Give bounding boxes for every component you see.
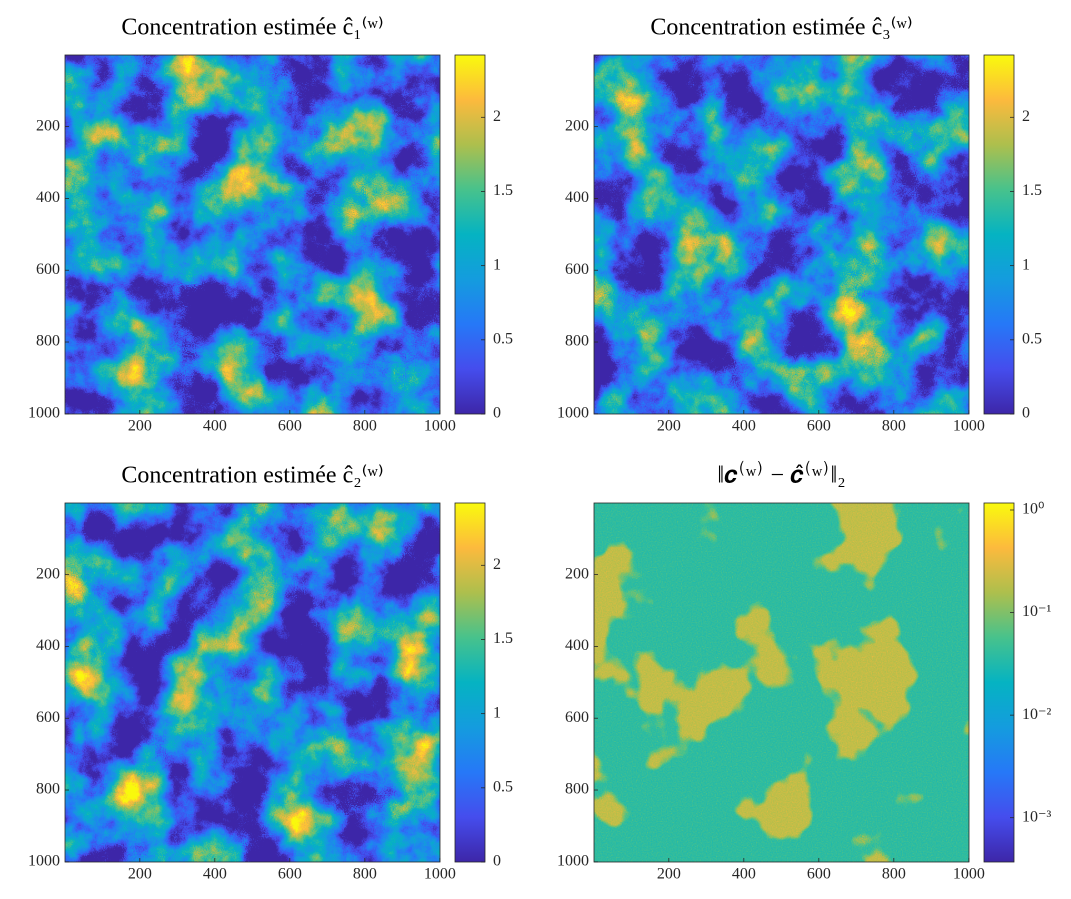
- x-tick-label: 800: [882, 418, 906, 435]
- x-tick-label: 1000: [424, 418, 456, 435]
- y-tick-label: 400: [36, 637, 60, 654]
- x-tick-label: 800: [353, 866, 377, 883]
- x-tick-label: 800: [353, 418, 377, 435]
- y-tick-label: 200: [36, 117, 60, 134]
- colorbar-tick-label: 0.5: [493, 778, 513, 795]
- colorbar-tick-label: 1.5: [493, 630, 513, 647]
- y-tick-label: 200: [565, 565, 589, 582]
- colorbar-tick-label: 1: [493, 256, 501, 273]
- x-tick-label: 400: [732, 866, 756, 883]
- colorbar: [983, 502, 1015, 863]
- heatmap-image: [594, 55, 969, 414]
- y-tick-label: 200: [36, 565, 60, 582]
- x-tick-label: 800: [882, 866, 906, 883]
- chart-title: Concentration estimée ĉ₂⁽ʷ⁾: [121, 463, 383, 489]
- colorbar-tick-label: 0: [493, 405, 501, 422]
- colorbar-tick-label: 1: [1022, 256, 1030, 273]
- y-tick-label: 600: [36, 709, 60, 726]
- colorbar: [454, 54, 486, 415]
- colorbar-tick-label: 1: [493, 704, 501, 721]
- colorbar-tick-label: 10⁻³: [1022, 808, 1051, 825]
- colorbar-tick-label: 2: [1022, 108, 1030, 125]
- colorbar-tick-label: 10⁰: [1022, 501, 1044, 518]
- y-tick-label: 600: [565, 261, 589, 278]
- heatmap-image: [65, 55, 440, 414]
- x-tick-label: 1000: [953, 418, 985, 435]
- y-tick-label: 1000: [557, 404, 589, 421]
- colorbar-tick-label: 1.5: [1022, 182, 1042, 199]
- colorbar-tick-label: 10⁻²: [1022, 706, 1051, 723]
- chart-title: Concentration estimée ĉ₁⁽ʷ⁾: [121, 15, 383, 41]
- colorbar-tick-label: 0.5: [493, 330, 513, 347]
- x-tick-label: 600: [807, 418, 831, 435]
- colorbar-tick-label: 10⁻¹: [1022, 603, 1051, 620]
- x-tick-label: 200: [128, 418, 152, 435]
- x-tick-label: 200: [128, 866, 152, 883]
- y-tick-label: 400: [565, 637, 589, 654]
- colorbar-tick-label: 0: [1022, 405, 1030, 422]
- axes-box: [64, 54, 441, 415]
- x-tick-label: 400: [732, 418, 756, 435]
- y-tick-label: 400: [565, 189, 589, 206]
- y-tick-label: 400: [36, 189, 60, 206]
- colorbar-tick-label: 0.5: [1022, 330, 1042, 347]
- y-tick-label: 1000: [28, 852, 60, 869]
- y-tick-label: 200: [565, 117, 589, 134]
- x-tick-label: 1000: [953, 866, 985, 883]
- colorbar-tick-label: 2: [493, 108, 501, 125]
- y-tick-label: 800: [36, 333, 60, 350]
- y-tick-label: 1000: [28, 404, 60, 421]
- colorbar-tick-label: 2: [493, 556, 501, 573]
- y-tick-label: 800: [565, 333, 589, 350]
- colorbar-tick-label: 1.5: [493, 182, 513, 199]
- y-tick-label: 800: [36, 781, 60, 798]
- x-tick-label: 1000: [424, 866, 456, 883]
- axes-box: [593, 54, 970, 415]
- x-tick-label: 600: [807, 866, 831, 883]
- heatmap-image: [594, 503, 969, 862]
- axes-box: [593, 502, 970, 863]
- x-tick-label: 400: [203, 418, 227, 435]
- chart-title: Concentration estimée ĉ₃⁽ʷ⁾: [650, 15, 912, 41]
- y-tick-label: 800: [565, 781, 589, 798]
- x-tick-label: 200: [657, 866, 681, 883]
- colorbar-tick-label: 0: [493, 853, 501, 870]
- x-tick-label: 600: [278, 418, 302, 435]
- colorbar: [983, 54, 1015, 415]
- y-tick-label: 600: [565, 709, 589, 726]
- colorbar: [454, 502, 486, 863]
- y-tick-label: 1000: [557, 852, 589, 869]
- y-tick-label: 600: [36, 261, 60, 278]
- chart-title: ‖𝒄⁽ʷ⁾ − 𝒄̂⁽ʷ⁾‖₂: [717, 460, 845, 489]
- axes-box: [64, 502, 441, 863]
- x-tick-label: 600: [278, 866, 302, 883]
- x-tick-label: 200: [657, 418, 681, 435]
- heatmap-image: [65, 503, 440, 862]
- x-tick-label: 400: [203, 866, 227, 883]
